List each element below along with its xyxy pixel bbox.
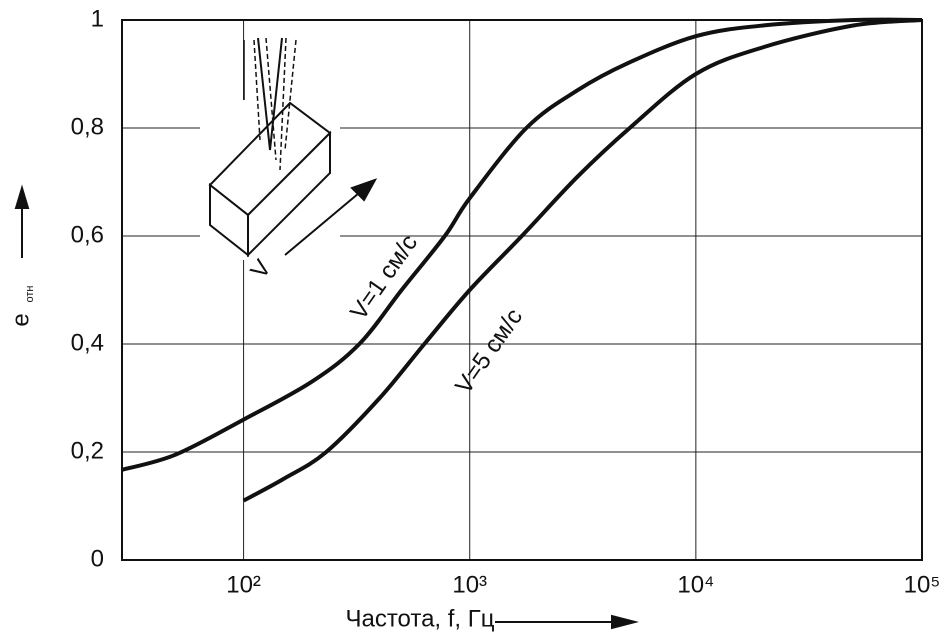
y-tick-label: 0,8 [71,113,104,140]
line [121,17,923,472]
x-tick-label: 10³ [452,571,487,598]
y-axis-label: e отн [7,286,36,327]
y-tick-label: 1 [91,5,104,32]
y-tick-label: 0,2 [71,437,104,464]
y-tick-label: 0 [91,545,104,572]
y-axis-label-main: e [7,313,34,326]
x-tick-label: 10⁴ [677,571,714,598]
axis-arrows [14,184,639,630]
curves [121,17,923,503]
y-tick-label: 0,6 [71,221,104,248]
x-tick-label: 10⁵ [904,571,941,598]
y-axis-label-subscript: отн [24,286,36,303]
plot-frame [121,19,923,561]
inset-illustration [200,37,378,260]
series-label: V=5 см/с [450,304,528,399]
y-tick-label: 0,4 [71,329,104,356]
x-tick-label: 10² [226,571,261,598]
x-axis-label: Частота, f, Гц [345,605,494,632]
grid [121,19,923,561]
line [242,18,923,503]
